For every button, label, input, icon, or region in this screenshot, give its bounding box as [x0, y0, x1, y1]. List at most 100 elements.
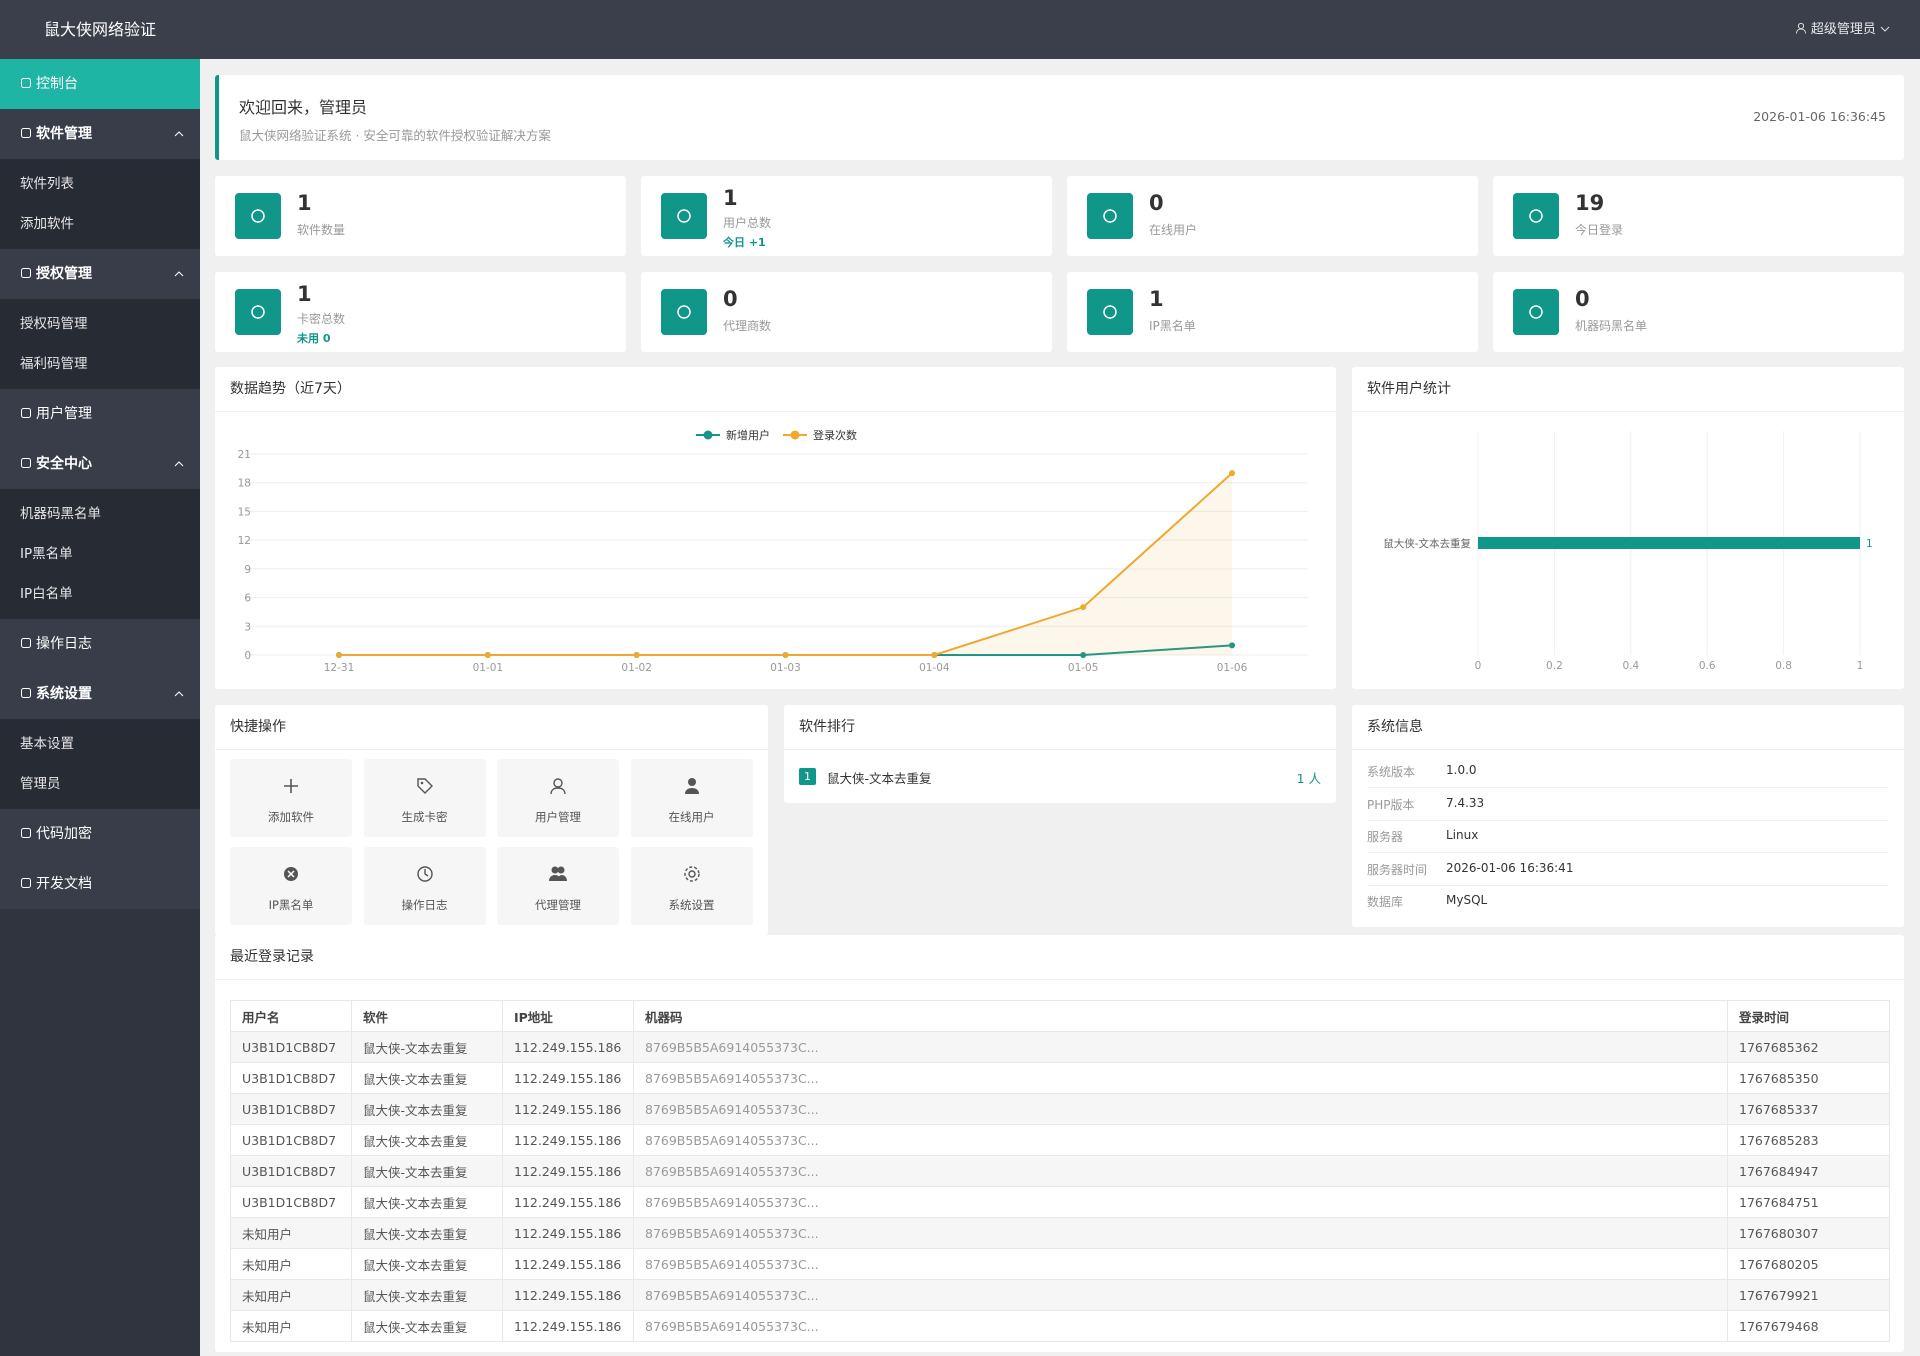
y-tick-label: 0 [244, 650, 251, 662]
quick-action[interactable]: 用户管理 [497, 759, 619, 837]
quick-action[interactable]: 系统设置 [630, 847, 753, 925]
info-value: 2026-01-06 16:36:41 [1446, 860, 1574, 875]
stat-note: 今日 +1 [723, 236, 766, 249]
datetime: 2026-01-06 16:36:45 [1753, 109, 1886, 124]
stat-label: 今日登录 [1575, 223, 1624, 237]
software-chart: 0 0.2 0.4 0.6 0.8 1 鼠大侠-文本去重复 1 [1383, 431, 1873, 672]
quick-action[interactable]: IP黑名单 [230, 847, 352, 925]
brand: 鼠大侠网络验证 [44, 20, 157, 39]
menu-item[interactable]: 授权管理 [0, 249, 200, 299]
point [931, 652, 938, 658]
menu-item[interactable]: 软件管理 [0, 109, 200, 159]
icon-shape [21, 828, 31, 838]
x-tick-label: 0 [1475, 660, 1482, 672]
separator [215, 411, 1336, 412]
stat-value: 1 [297, 191, 312, 215]
table-row: 未知用户 鼠大侠-文本去重复 112.249.155.186 8769B5B5A691… [230, 1248, 1890, 1280]
submenu-item[interactable]: 软件列表 [20, 176, 74, 192]
action-icon [684, 778, 699, 794]
stat-value: 0 [1575, 287, 1590, 311]
menu-label: 开发文档 [36, 876, 92, 892]
y-tick-label: 12 [238, 535, 251, 547]
menu-icon [21, 408, 31, 418]
y-tick-label: 6 [244, 593, 251, 605]
separator [1367, 852, 1889, 853]
menu-item[interactable]: 开发文档 [0, 859, 200, 909]
menu-item[interactable]: 安全中心 [0, 439, 200, 489]
quick-action[interactable]: 操作日志 [363, 847, 486, 925]
action-label: 在线用户 [668, 810, 715, 824]
stat-icon [235, 193, 281, 239]
chevron [174, 271, 184, 277]
header-row: 用户名 软件 IP地址 机器码 登录时间 [230, 1000, 1890, 1032]
value-label: 1 [1866, 538, 1873, 550]
quick-action[interactable]: 在线用户 [630, 759, 753, 837]
sidebar: 控制台软件管理软件列表添加软件授权管理授权码管理福利码管理用户管理 安全中心机器码… [0, 59, 200, 1356]
system-info: 系统信息 系统版本 1.0.0 PHP版本 7.4.33 服务器 Linux 服务器时间 20… [1352, 705, 1904, 927]
table-cell: 112.249.155.186 [502, 1279, 634, 1311]
chevron-shape [174, 461, 184, 467]
trend-chart: 0 3 6 9 12 15 18 21 12-31 01-01 01-02 01-03 01-04 01-… [238, 428, 1308, 674]
trend-panel: 数据趋势（近7天） 0 3 6 9 12 15 18 21 12-31 01-01 01-02 01-… [215, 367, 1336, 689]
stat-label: 软件数量 [297, 223, 346, 237]
x-tick-label: 01-04 [919, 662, 950, 674]
x-tick-label: 0.8 [1775, 660, 1792, 672]
table-row: 未知用户 鼠大侠-文本去重复 112.249.155.186 8769B5B5A691… [230, 1217, 1890, 1249]
table-cell: 112.249.155.186 [502, 1217, 634, 1249]
separator [1367, 819, 1889, 821]
submenu-item[interactable]: 福利码管理 [20, 356, 88, 372]
submenu-item[interactable]: IP黑名单 [20, 546, 73, 562]
quick-actions: 快捷操作 添加软件 生成卡密 用户管理 在线用户 IP黑名单 操作日志 代理管理 系统设置 [215, 705, 768, 935]
point [1080, 652, 1087, 658]
quick-action[interactable]: 代理管理 [497, 847, 619, 925]
table-cell: 1767684947 [1727, 1155, 1890, 1187]
point [1229, 470, 1235, 477]
submenu-item[interactable]: 授权码管理 [20, 316, 88, 332]
submenu-item[interactable]: 基本设置 [20, 736, 74, 752]
submenu-item[interactable]: 机器码黑名单 [20, 506, 101, 522]
table-cell: U3B1D1CB8D7 [230, 1155, 352, 1187]
menu-label: 系统设置 [36, 686, 92, 702]
menu-item[interactable]: 代码加密 [0, 809, 200, 859]
stat-note: 未用 0 [297, 332, 331, 345]
software-chart-panel: 软件用户统计 0 0.2 0.4 0.6 0.8 1 鼠大侠-文本去重复 1 [1352, 367, 1904, 689]
menu-label: 操作日志 [36, 636, 92, 652]
y-tick-label: 15 [238, 506, 251, 518]
menu-item[interactable]: 操作日志 [0, 619, 200, 669]
user-menu[interactable]: 超级管理员 [1795, 0, 1890, 59]
menu-item[interactable]: 系统设置 [0, 669, 200, 719]
submenu: 基本设置 管理员 [0, 719, 200, 809]
icon-glyph [1103, 209, 1117, 223]
menu-label: 软件管理 [36, 126, 92, 142]
menu-label: 代码加密 [36, 826, 92, 842]
point [1229, 642, 1235, 649]
icon-shape [251, 305, 265, 319]
stat-icon [1087, 193, 1133, 239]
area [339, 473, 1232, 655]
table-cell: 112.249.155.186 [502, 1062, 634, 1094]
icon-glyph [677, 209, 691, 223]
icon-shape [1103, 305, 1117, 319]
table-cell: 8769B5B5A6914055373C... [633, 1279, 1728, 1311]
icon-shape [677, 305, 691, 319]
stat-label: 用户总数 [723, 216, 772, 230]
submenu-item[interactable]: 添加软件 [20, 216, 74, 232]
menu-item[interactable]: 控制台 [0, 59, 200, 109]
panel-title: 软件用户统计 [1367, 381, 1451, 397]
submenu-item[interactable]: IP白名单 [20, 586, 73, 602]
chevron [1880, 26, 1890, 32]
y-tick-label: 3 [244, 621, 251, 633]
table-row: U3B1D1CB8D7 鼠大侠-文本去重复 112.249.155.186 8769B… [230, 1093, 1890, 1125]
chevron-shape [174, 271, 184, 277]
stat-value: 1 [297, 282, 312, 306]
separator [215, 749, 768, 750]
action-label: 操作日志 [401, 898, 448, 912]
quick-action[interactable]: 添加软件 [230, 759, 352, 837]
submenu-item[interactable]: 管理员 [20, 776, 61, 792]
quick-action[interactable]: 生成卡密 [363, 759, 486, 837]
chevron [174, 461, 184, 467]
menu-item[interactable]: 用户管理 [0, 389, 200, 439]
welcome-card: 欢迎回来，管理员 鼠大侠网络验证系统 · 安全可靠的软件授权验证解决方案 202… [215, 75, 1904, 160]
table-cell: 1767685337 [1727, 1093, 1890, 1125]
info-label: 数据库 [1367, 895, 1404, 909]
